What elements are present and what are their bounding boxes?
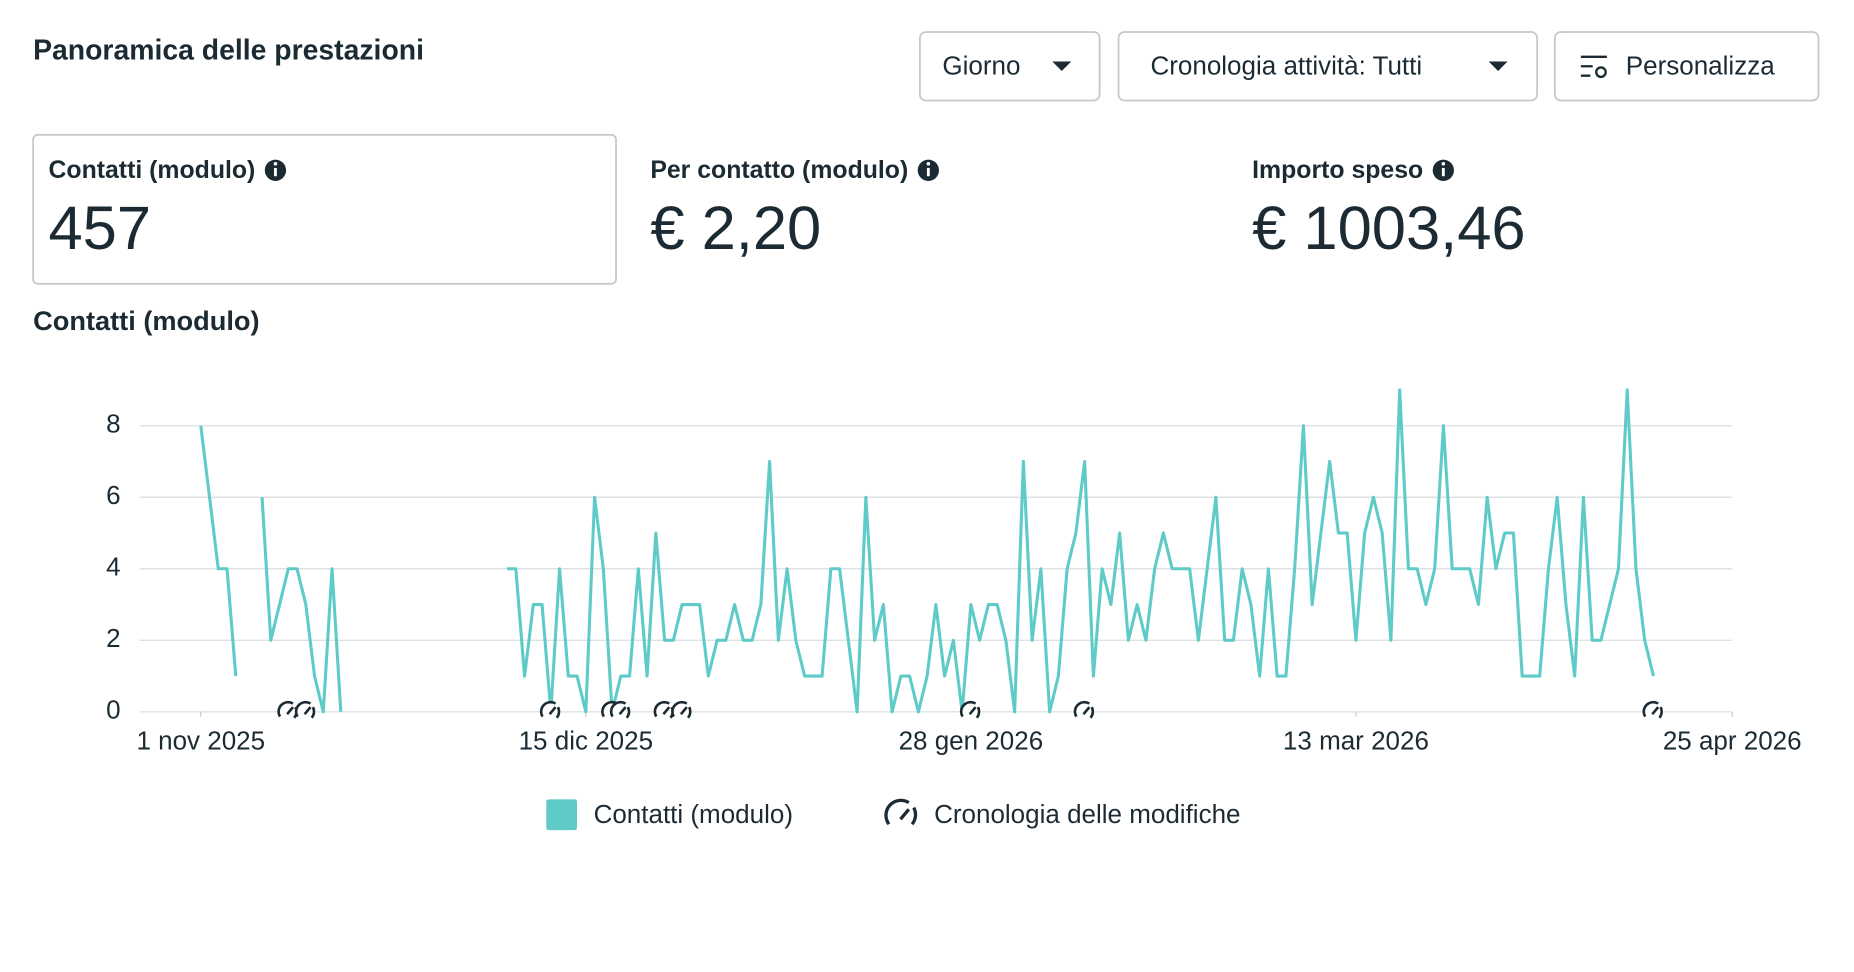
event-marker[interactable] xyxy=(539,700,562,723)
event-marker-icon xyxy=(294,700,316,719)
legend-label: Cronologia delle modifiche xyxy=(934,799,1240,829)
event-marker[interactable] xyxy=(294,700,317,723)
metric-label: Contatti (modulo) xyxy=(48,157,255,184)
y-tick-label: 2 xyxy=(106,623,120,653)
info-icon-mark xyxy=(1441,167,1445,177)
y-tick-label: 6 xyxy=(106,480,120,510)
legend-label: Contatti (modulo) xyxy=(594,799,793,829)
customize-button[interactable] xyxy=(1553,31,1820,102)
x-tick-label: 28 gen 2026 xyxy=(899,725,1044,755)
event-marker[interactable] xyxy=(671,700,693,723)
metrics: Contatti (modulo) 457 Per contatto (modulo… xyxy=(48,157,1525,263)
event-marker[interactable] xyxy=(959,700,982,723)
event-marker-icon xyxy=(609,700,631,719)
history-button[interactable] xyxy=(1117,31,1539,102)
info-icon-dot xyxy=(273,162,278,166)
button-label: Giorno xyxy=(942,50,1020,80)
chart-title: Contatti (modulo) xyxy=(33,305,260,336)
dropdown-arrow xyxy=(1488,61,1508,71)
x-tick-label: 15 dic 2025 xyxy=(519,725,653,755)
metric-card-selected[interactable] xyxy=(32,133,617,285)
chart: 0 2 4 6 8 1 nov 2025 15 dic 2025 28 gen 2026 13 … xyxy=(106,388,1802,755)
y-tick-label: 8 xyxy=(106,409,120,439)
period-button[interactable] xyxy=(919,31,1101,102)
event-marker-icon xyxy=(1642,700,1663,719)
event-marker-icon xyxy=(959,700,981,719)
event-marker[interactable] xyxy=(1073,700,1096,723)
info-icon-dot xyxy=(926,162,931,166)
info-icon-mark xyxy=(274,167,277,177)
button-label: Cronologia attività: Tutti xyxy=(1150,50,1422,80)
customize-icon xyxy=(1580,55,1607,79)
legend-event-icon xyxy=(884,798,918,826)
series-line xyxy=(199,388,1655,714)
event-marker-icon xyxy=(671,700,692,719)
event-marker-icon xyxy=(1073,700,1095,719)
button-label: Personalizza xyxy=(1626,50,1775,80)
event-marker[interactable] xyxy=(1642,700,1665,723)
x-tick-label: 25 apr 2026 xyxy=(1663,725,1802,755)
y-tick-label: 0 xyxy=(106,695,120,725)
x-tick-label: 13 mar 2026 xyxy=(1283,725,1429,755)
metric-value: 457 xyxy=(48,194,151,263)
metric-label: Per contatto (modulo) xyxy=(650,157,908,184)
metric-value: € 1003,46 xyxy=(1252,194,1525,263)
x-tick-label: 1 nov 2025 xyxy=(136,725,265,755)
info-icon-dot xyxy=(1441,162,1446,166)
metric-label: Importo speso xyxy=(1252,157,1423,184)
metric-value: € 2,20 xyxy=(650,194,821,263)
info-icon-mark xyxy=(926,167,930,177)
panel-title: Panoramica delle prestazioni xyxy=(33,35,424,67)
dropdown-arrow xyxy=(1052,61,1072,71)
event-marker[interactable] xyxy=(609,700,632,723)
y-tick-label: 4 xyxy=(106,552,120,582)
event-marker-icon xyxy=(539,700,561,719)
legend-swatch xyxy=(546,799,578,831)
